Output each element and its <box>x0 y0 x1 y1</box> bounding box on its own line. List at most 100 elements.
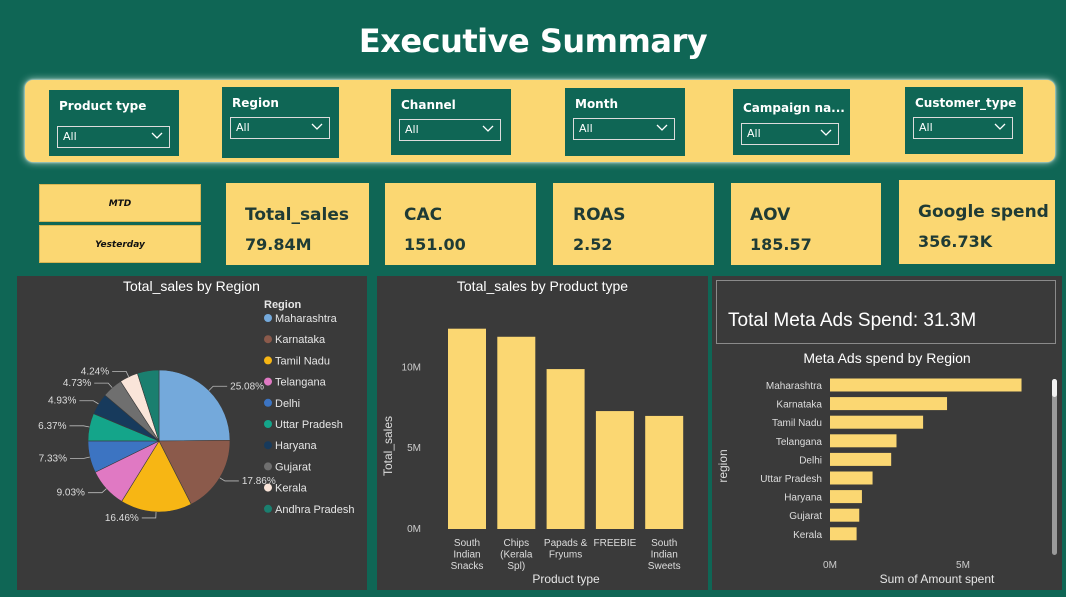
pie-data-label: 7.33% <box>39 453 67 464</box>
filter-bar: Product type All Region All Channel All … <box>25 80 1055 162</box>
legend-label: Telangana <box>275 377 327 389</box>
chevron-down-icon <box>151 132 163 139</box>
y-tick-label: Tamil Nadu <box>772 418 822 429</box>
pie-slice <box>121 440 192 513</box>
kpi-value: 356.73K <box>918 232 993 251</box>
legend-label: Karnataka <box>275 334 326 346</box>
product-type-dropdown[interactable]: All <box>57 126 170 148</box>
kpi-value: 185.57 <box>750 235 812 254</box>
dropdown-value: All <box>63 130 77 143</box>
bar <box>830 527 857 541</box>
x-tick-label: 0M <box>823 560 837 571</box>
campaign-name-dropdown[interactable]: All <box>741 123 839 145</box>
x-tick-label: Fryums <box>549 550 582 561</box>
kpi-value: 79.84M <box>245 235 312 254</box>
kpi-value: 151.00 <box>404 235 466 254</box>
legend-marker <box>264 441 272 450</box>
month-dropdown[interactable]: All <box>573 118 675 140</box>
kpi-card-total-sales: Total_sales 79.84M <box>226 183 369 265</box>
pie-leader-line <box>112 370 130 377</box>
bar <box>645 415 684 529</box>
dropdown-value: All <box>405 123 419 136</box>
kpi-card-aov: AOV 185.57 <box>731 183 881 265</box>
meta-spend-bar-chart[interactable]: Maharashtra Karnataka Tamil Nadu Telangana D… <box>712 276 1062 590</box>
pie-data-label: 9.03% <box>57 488 85 499</box>
x-tick-label: FREEBIE <box>594 538 637 549</box>
pie-chart-panel: Total_sales by Region 25.08% 17.86% 16.46%… <box>17 276 367 590</box>
x-tick-label: Indian <box>651 550 678 561</box>
pie-leader-line <box>87 488 107 494</box>
kpi-card-google-spend: Google spend 356.73K <box>899 180 1055 264</box>
pie-leader-line <box>69 425 90 428</box>
pie-data-label: 16.46% <box>105 513 139 524</box>
kpi-label: AOV <box>750 205 791 225</box>
scrollbar-track[interactable] <box>1052 379 1057 555</box>
slicer-channel: Channel All <box>391 89 511 155</box>
chevron-down-icon <box>311 123 323 130</box>
mtd-toggle-button[interactable]: MTD <box>39 184 201 222</box>
bar <box>595 411 634 529</box>
x-tick-label: South <box>651 538 677 549</box>
bar <box>830 490 862 504</box>
x-tick-label: Snacks <box>451 561 484 572</box>
pie-leader-line <box>94 382 113 388</box>
bar <box>830 415 924 429</box>
yesterday-toggle-button[interactable]: Yesterday <box>39 225 201 263</box>
x-tick-label: Indian <box>453 550 480 561</box>
meta-spend-card: Total Meta Ads Spend: 31.3M <box>716 280 1056 344</box>
dropdown-value: All <box>919 121 933 134</box>
legend-marker <box>264 483 272 492</box>
chevron-down-icon <box>994 123 1006 130</box>
pie-leader-line <box>79 400 99 405</box>
dropdown-value: All <box>747 127 761 140</box>
y-tick-label: 0M <box>407 524 421 535</box>
bar <box>830 508 860 522</box>
product-bar-chart[interactable]: 0M5M10MTotal_salesSouthIndianSnacksChips… <box>377 276 708 590</box>
pie-data-label: 4.24% <box>81 366 109 377</box>
y-tick-label: Telangana <box>776 437 823 448</box>
x-tick-label: South <box>454 538 480 549</box>
y-tick-label: Gujarat <box>789 511 822 522</box>
channel-dropdown[interactable]: All <box>399 119 501 141</box>
legend-title: Region <box>264 299 302 311</box>
kpi-card-roas: ROAS 2.52 <box>553 183 714 265</box>
chart-title: Total_sales by Product type <box>456 278 629 294</box>
kpi-value: 2.52 <box>573 235 613 254</box>
legend-label: Maharashtra <box>275 313 338 325</box>
pie-data-label: 4.73% <box>63 378 91 389</box>
legend-label: Tamil Nadu <box>275 355 330 367</box>
y-tick-label: Karnataka <box>776 400 822 411</box>
dropdown-value: All <box>236 121 250 134</box>
y-tick-label: Maharashtra <box>766 381 823 392</box>
pie-leader-line <box>141 511 157 519</box>
legend-marker <box>264 420 272 428</box>
bar <box>497 336 536 529</box>
pie-leader-line <box>69 456 90 459</box>
x-tick-label: Chips <box>504 538 530 549</box>
slicer-label: Month <box>575 97 619 111</box>
region-dropdown[interactable]: All <box>230 117 330 139</box>
bar <box>830 434 897 448</box>
customer-type-dropdown[interactable]: All <box>913 117 1013 139</box>
pie-chart[interactable]: 25.08% 17.86% 16.46% 9.03% 7.33% 6.37% 4.93% 4.… <box>17 276 367 590</box>
pie-leader-line <box>208 385 228 391</box>
pie-leader-line <box>219 477 239 482</box>
y-tick-label: 10M <box>402 362 421 373</box>
kpi-label: ROAS <box>573 205 626 225</box>
legend-marker <box>264 377 272 386</box>
slicer-month: Month All <box>565 88 685 156</box>
pie-slice <box>137 369 160 442</box>
slicer-label: Campaign na... <box>743 101 845 115</box>
slicer-product-type: Product type All <box>49 90 179 156</box>
bar <box>546 369 585 529</box>
scrollbar-thumb[interactable] <box>1052 379 1057 397</box>
legend-marker <box>264 462 272 471</box>
y-tick-label: Delhi <box>799 455 822 466</box>
meta-ads-panel: Total Meta Ads Spend: 31.3M Meta Ads spe… <box>712 276 1062 590</box>
legend-marker <box>264 314 272 322</box>
page-title: Executive Summary <box>358 22 708 60</box>
pie-data-label: 17.86% <box>242 476 276 487</box>
meta-spend-text: Total Meta Ads Spend: 31.3M <box>728 310 977 331</box>
kpi-label: Total_sales <box>245 205 350 225</box>
legend-label: Andhra Pradesh <box>275 504 355 516</box>
